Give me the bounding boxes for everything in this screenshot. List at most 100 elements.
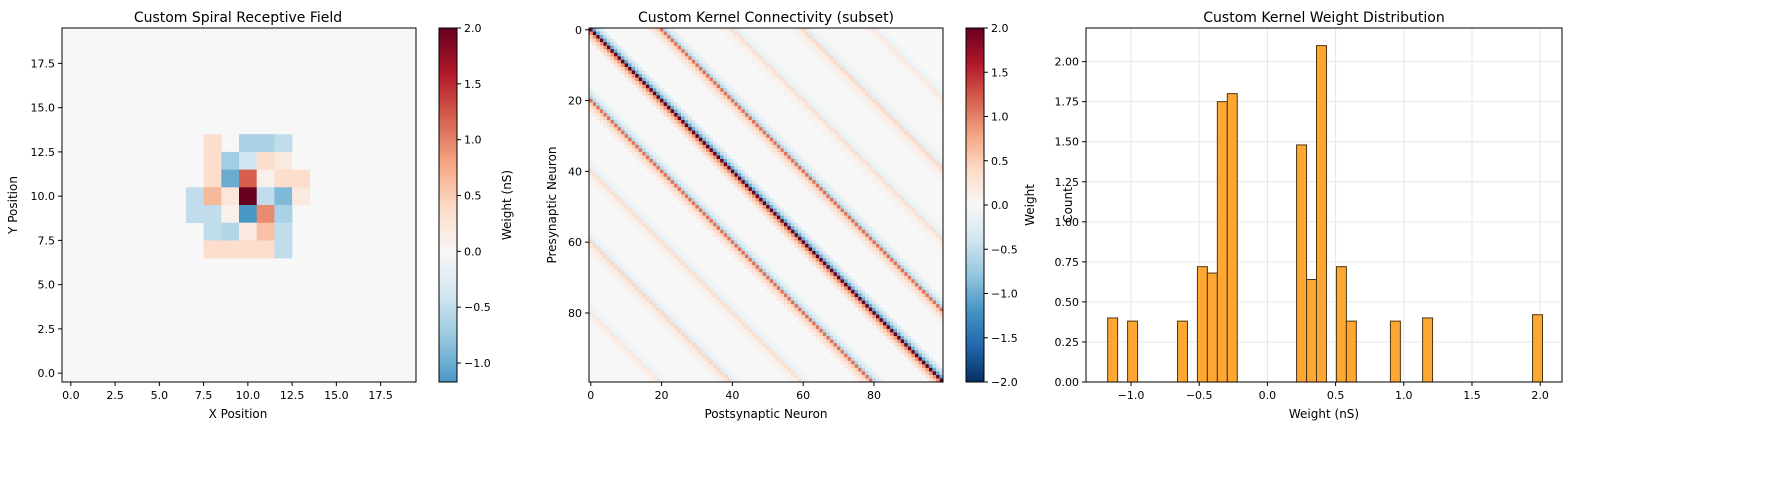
conn-cell (822, 183, 827, 188)
conn-cell (921, 286, 926, 291)
conn-cell (858, 233, 862, 238)
conn-cell (659, 304, 664, 308)
conn-cell (804, 109, 809, 114)
conn-cell (635, 282, 639, 287)
conn-cell (758, 258, 763, 262)
conn-cell (911, 127, 915, 131)
conn-cell (688, 120, 692, 124)
conn-cell (872, 236, 876, 241)
conn-cell (592, 112, 597, 117)
conn-cell (716, 151, 721, 156)
conn-cell (691, 123, 696, 128)
conn-cell (872, 233, 876, 238)
conn-cell (804, 162, 809, 167)
conn-cell (858, 81, 862, 85)
conn-cell (705, 134, 710, 138)
conn-cell (893, 265, 898, 269)
rf-colorbar-segment (439, 346, 457, 351)
conn-cell (592, 28, 597, 32)
conn-cell (780, 151, 784, 156)
conn-cell (603, 180, 607, 185)
conn-cell (613, 268, 618, 273)
conn-cell (850, 364, 855, 369)
conn-cell (872, 229, 876, 234)
conn-cell (854, 141, 859, 146)
conn-cell (773, 222, 777, 227)
conn-cell (833, 123, 838, 128)
conn-cell (928, 371, 933, 376)
conn-cell (797, 233, 802, 238)
conn-cell (652, 371, 657, 376)
conn-cell (854, 212, 859, 216)
conn-cell (812, 328, 816, 333)
conn-cell (847, 205, 852, 209)
conn-cell (666, 254, 671, 259)
conn-cell (882, 105, 887, 110)
conn-cell (925, 141, 930, 146)
conn-cell (698, 275, 703, 280)
rf-colorbar-segment (439, 66, 457, 70)
conn-cell (773, 357, 777, 362)
conn-cell (705, 77, 710, 82)
conn-cell (638, 77, 643, 82)
conn-cell (748, 116, 753, 121)
conn-cell (836, 346, 841, 351)
conn-cell (865, 91, 869, 96)
rf-heatmap (62, 28, 416, 382)
conn-cell (879, 42, 884, 46)
conn-cell (921, 360, 926, 365)
conn-cell (712, 367, 717, 372)
conn-cell (751, 42, 756, 46)
rf-colorbar-segment (439, 299, 457, 303)
conn-cell (670, 261, 675, 266)
conn-cell (727, 247, 731, 252)
conn-cell (896, 134, 901, 138)
conn-cell (606, 123, 611, 128)
conn-colorbar-segment (966, 163, 984, 168)
conn-cell (833, 194, 838, 199)
conn-cell (758, 66, 763, 71)
conn-cell (705, 364, 710, 369)
conn-cell (783, 151, 788, 156)
conn-cell (847, 208, 852, 213)
conn-cell (606, 45, 611, 50)
conn-cell (790, 155, 795, 160)
rf-cell (256, 134, 275, 153)
conn-cell (670, 173, 675, 177)
conn-cell (748, 194, 753, 199)
conn-cell (638, 360, 643, 365)
conn-cell (794, 95, 799, 100)
rf-colorbar-segment (439, 202, 457, 206)
conn-cell (734, 311, 738, 315)
conn-cell (840, 77, 845, 82)
conn-cell (649, 219, 653, 223)
conn-cell (635, 219, 639, 223)
conn-cell (589, 28, 593, 32)
conn-cell (656, 374, 661, 379)
conn-cell (762, 70, 767, 75)
conn-cell (815, 247, 820, 252)
conn-cell (702, 222, 707, 227)
conn-cell (727, 169, 731, 174)
conn-cell (833, 134, 838, 138)
conn-cell (847, 282, 852, 287)
conn-cell (631, 201, 636, 206)
conn-cell (642, 158, 646, 163)
conn-cell (787, 226, 792, 231)
conn-cell (758, 137, 763, 142)
conn-cell (613, 261, 618, 266)
conn-colorbar-segment (966, 75, 984, 79)
conn-cell (907, 339, 912, 344)
conn-cell (822, 254, 827, 259)
conn-cell (850, 66, 855, 71)
conn-cell (918, 66, 923, 71)
conn-cell (589, 102, 593, 107)
conn-cell (928, 155, 933, 160)
conn-cell (790, 297, 795, 301)
conn-cell (734, 180, 738, 185)
conn-cell (829, 272, 834, 277)
conn-cell (907, 56, 912, 61)
conn-cell (645, 300, 650, 305)
conn-cell (843, 272, 848, 277)
conn-cell (723, 91, 728, 96)
